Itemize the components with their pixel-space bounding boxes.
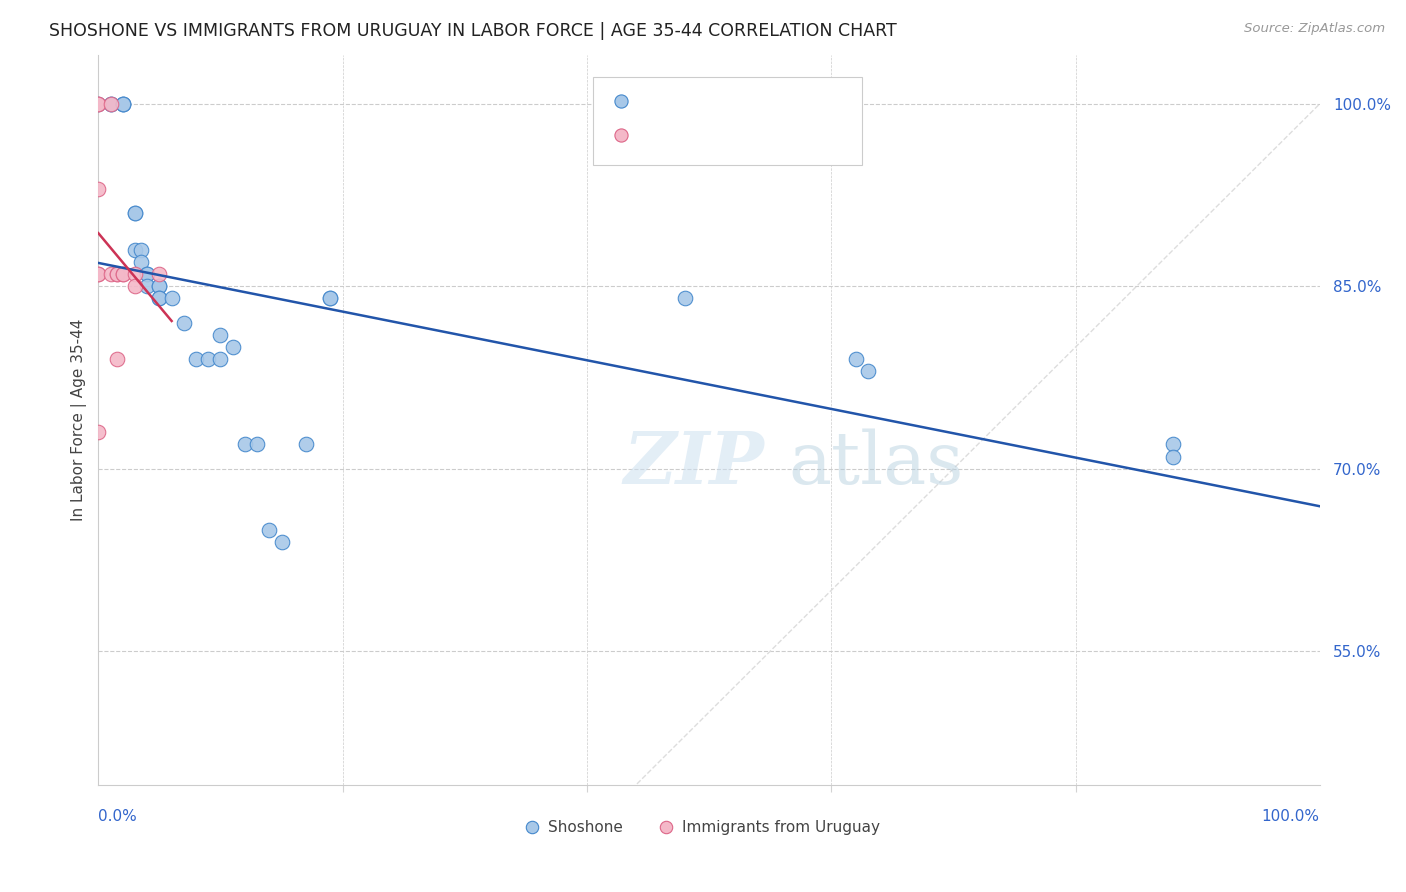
Point bbox=[124, 267, 146, 281]
Point bbox=[259, 523, 281, 537]
Point bbox=[87, 425, 110, 440]
Point bbox=[319, 292, 342, 306]
Point bbox=[136, 267, 159, 281]
Point bbox=[197, 352, 219, 367]
Point bbox=[105, 352, 128, 367]
Text: R =: R = bbox=[643, 128, 676, 143]
Point bbox=[856, 364, 879, 378]
Point bbox=[148, 279, 170, 293]
Point bbox=[184, 352, 207, 367]
Point bbox=[100, 96, 122, 111]
Point bbox=[610, 173, 633, 187]
Text: N =: N = bbox=[720, 128, 763, 143]
Point bbox=[87, 267, 110, 281]
Point bbox=[845, 352, 868, 367]
Point bbox=[233, 437, 256, 451]
Point bbox=[124, 279, 146, 293]
Text: N =: N = bbox=[720, 94, 763, 109]
Point bbox=[319, 292, 342, 306]
Point bbox=[105, 267, 128, 281]
Point bbox=[148, 292, 170, 306]
Point bbox=[100, 96, 122, 111]
Point bbox=[1161, 437, 1184, 451]
Text: SHOSHONE VS IMMIGRANTS FROM URUGUAY IN LABOR FORCE | AGE 35-44 CORRELATION CHART: SHOSHONE VS IMMIGRANTS FROM URUGUAY IN L… bbox=[49, 22, 897, 40]
Point bbox=[111, 96, 134, 111]
Point bbox=[129, 255, 152, 269]
Point bbox=[160, 292, 183, 306]
Point bbox=[124, 243, 146, 257]
Text: 100.0%: 100.0% bbox=[1261, 809, 1320, 824]
Point bbox=[148, 279, 170, 293]
Text: 0.300: 0.300 bbox=[679, 128, 723, 143]
FancyBboxPatch shape bbox=[593, 77, 862, 165]
Text: Immigrants from Uruguay: Immigrants from Uruguay bbox=[682, 820, 880, 835]
Point bbox=[246, 437, 269, 451]
Text: ZIP: ZIP bbox=[624, 428, 765, 500]
Text: Source: ZipAtlas.com: Source: ZipAtlas.com bbox=[1244, 22, 1385, 36]
Point bbox=[148, 292, 170, 306]
Point bbox=[148, 267, 170, 281]
Point bbox=[87, 267, 110, 281]
Point bbox=[111, 267, 134, 281]
Point bbox=[209, 352, 232, 367]
Text: atlas: atlas bbox=[789, 429, 965, 500]
Y-axis label: In Labor Force | Age 35-44: In Labor Force | Age 35-44 bbox=[72, 319, 87, 521]
Text: 0.0%: 0.0% bbox=[98, 809, 138, 824]
Point bbox=[100, 267, 122, 281]
Point bbox=[610, 230, 633, 244]
Point bbox=[1161, 450, 1184, 464]
Point bbox=[209, 327, 232, 342]
Point bbox=[270, 534, 292, 549]
Point bbox=[124, 206, 146, 220]
Text: R =: R = bbox=[643, 94, 676, 109]
Point bbox=[222, 340, 245, 354]
Point bbox=[129, 243, 152, 257]
Point bbox=[87, 96, 110, 111]
Point bbox=[295, 437, 318, 451]
Point bbox=[105, 267, 128, 281]
Point bbox=[673, 292, 696, 306]
Point bbox=[136, 267, 159, 281]
Point bbox=[100, 96, 122, 111]
Point bbox=[111, 267, 134, 281]
Text: Shoshone: Shoshone bbox=[548, 820, 623, 835]
Point bbox=[111, 96, 134, 111]
Point bbox=[87, 96, 110, 111]
Point bbox=[87, 96, 110, 111]
Point bbox=[136, 279, 159, 293]
Text: 37: 37 bbox=[769, 94, 789, 109]
Text: 16: 16 bbox=[769, 128, 789, 143]
Point bbox=[87, 182, 110, 196]
Point bbox=[111, 96, 134, 111]
Point bbox=[124, 206, 146, 220]
Point bbox=[173, 316, 195, 330]
Text: 0.016: 0.016 bbox=[679, 94, 723, 109]
